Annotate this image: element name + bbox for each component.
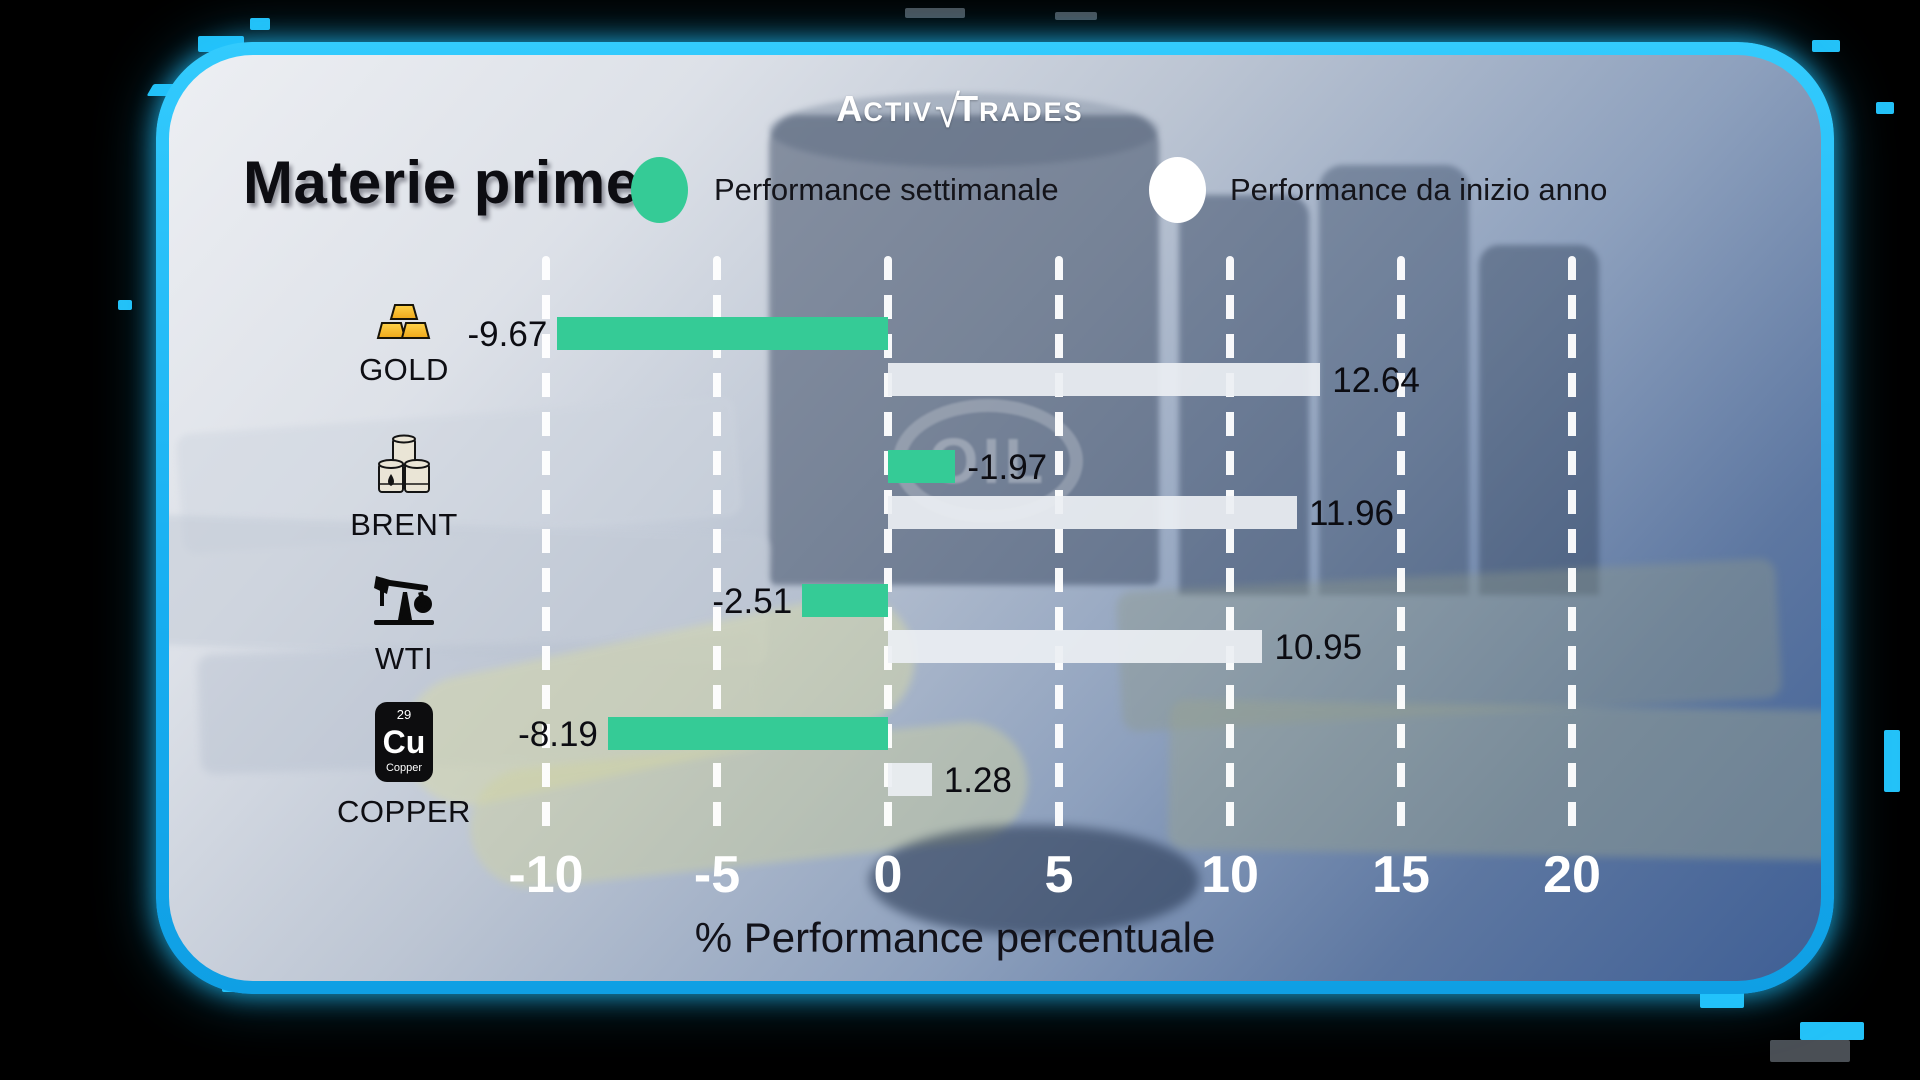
legend-weekly-dot-icon <box>631 157 688 223</box>
glitch-artifact <box>1812 40 1840 52</box>
asset-brent: BRENT <box>316 434 492 543</box>
x-tick-label: -5 <box>693 846 741 904</box>
asset-label-brent: BRENT <box>350 507 458 543</box>
legend-ytd-label: Performance da inizio anno <box>1230 172 1608 207</box>
copper-element-icon: 29 Cu Copper <box>374 701 434 788</box>
ytd-bar-copper <box>888 762 932 796</box>
weekly-bar-copper <box>607 716 888 750</box>
gold-bars-icon <box>375 301 433 346</box>
svg-text:Copper: Copper <box>386 762 422 774</box>
x-tick-label: 0 <box>873 846 903 904</box>
gridline <box>884 256 892 840</box>
glitch-artifact <box>118 300 132 310</box>
oil-barrels-icon <box>376 434 432 501</box>
legend-ytd-dot-icon <box>1149 157 1206 223</box>
x-tick-label: 15 <box>1372 846 1430 904</box>
glitch-artifact <box>250 18 270 30</box>
activtrades-logo: ACTIV√TRADES <box>836 85 1084 137</box>
weekly-bar-wti <box>802 583 888 617</box>
logo-check-icon: √ <box>934 85 961 137</box>
weekly-bar-brent <box>888 450 956 484</box>
asset-label-copper: COPPER <box>337 793 471 829</box>
glitch-artifact <box>1884 730 1900 792</box>
asset-label-gold: GOLD <box>359 352 449 387</box>
glitch-artifact <box>1800 1022 1864 1040</box>
gridline <box>1226 256 1234 840</box>
ytd-value-wti: 10.95 <box>1274 627 1363 667</box>
glitch-artifact <box>905 8 965 18</box>
svg-text:Cu: Cu <box>383 724 426 760</box>
x-tick-label: -10 <box>508 846 584 904</box>
svg-text:29: 29 <box>397 707 411 722</box>
glitch-artifact <box>1700 992 1744 1008</box>
x-tick-label: 10 <box>1201 846 1259 904</box>
weekly-value-gold: -9.67 <box>467 315 548 354</box>
gridline <box>542 256 550 840</box>
oil-pumpjack-icon <box>372 568 436 635</box>
ytd-bar-gold <box>888 363 1321 396</box>
gridline <box>1397 256 1405 840</box>
glitch-artifact <box>1876 102 1894 114</box>
asset-wti: WTI <box>316 568 492 677</box>
gridline <box>1568 256 1576 840</box>
ytd-bar-brent <box>888 496 1298 530</box>
asset-label-wti: WTI <box>374 640 434 676</box>
gridline <box>713 256 721 840</box>
asset-copper: 29 Cu Copper COPPER <box>316 701 492 830</box>
weekly-value-copper: -8.19 <box>518 714 598 754</box>
ytd-value-gold: 12.64 <box>1332 361 1420 400</box>
glitch-artifact <box>1055 12 1097 20</box>
ytd-value-copper: 1.28 <box>943 760 1012 800</box>
page-title: Materie prime <box>243 149 640 216</box>
x-axis-title: % Performance percentuale <box>694 914 1216 961</box>
weekly-value-wti: -2.51 <box>712 581 793 621</box>
weekly-bar-gold <box>557 317 888 350</box>
ytd-value-brent: 11.96 <box>1309 494 1395 534</box>
ytd-bar-wti <box>888 629 1263 663</box>
gridline <box>1055 256 1063 840</box>
legend-weekly-label: Performance settimanale <box>714 172 1059 207</box>
x-tick-label: 5 <box>1044 846 1074 904</box>
weekly-value-brent: -1.97 <box>967 448 1048 488</box>
x-tick-label: 20 <box>1543 846 1601 904</box>
asset-gold: GOLD <box>316 301 492 388</box>
glitch-artifact <box>1770 1040 1850 1062</box>
